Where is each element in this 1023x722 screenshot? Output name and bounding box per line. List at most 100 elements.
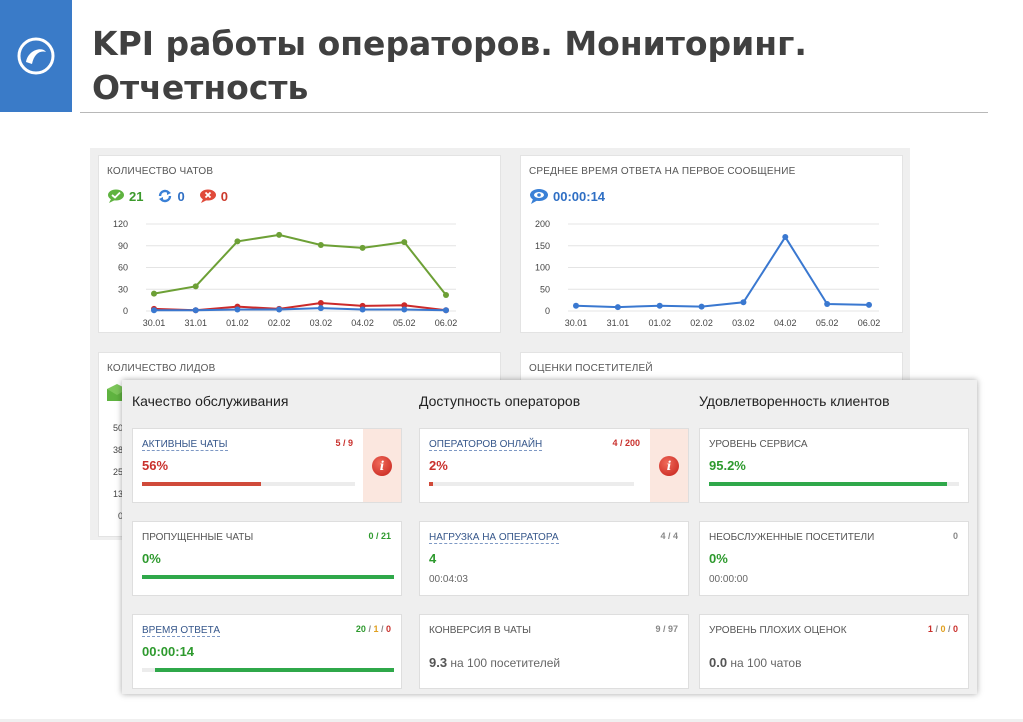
company-logo-icon [17, 37, 55, 75]
missed-chats-label: Пропущенные чаты [142, 532, 254, 543]
data-point [317, 300, 324, 307]
x-tick-label: 03.02 [310, 318, 333, 328]
chat-bubble-icon [108, 189, 124, 203]
y-tick-label: 50 [540, 284, 550, 294]
kpi-card-chat-conversion: Конверсия в чаты 9 / 97 9.3 на 100 посет… [419, 614, 689, 689]
operator-load-link[interactable]: Нагрузка на оператора [429, 532, 559, 544]
bad-ratings-count-c: 0 [952, 624, 958, 634]
alert-badge[interactable]: i [363, 429, 401, 502]
data-point [276, 231, 283, 238]
service-level-progress [709, 482, 959, 486]
missed-chat-icon [199, 189, 216, 203]
stat-transferred-chats-value: 0 [177, 188, 185, 204]
bottom-divider [0, 719, 1023, 722]
active-chats-value: 56% [142, 458, 169, 473]
chats-count-panel: Количество чатов 21 0 0 0 30 60 90 120 30.01 3… [98, 155, 501, 333]
stat-missed-chats-value: 0 [220, 188, 228, 204]
response-time-count-good: 20 [355, 624, 366, 634]
y-tick-label: 120 [113, 219, 128, 229]
kpi-panel: Качество обслуживания Доступность операт… [122, 380, 977, 694]
data-point [317, 305, 324, 312]
data-point [443, 292, 449, 299]
y-tick-label: 90 [118, 241, 128, 251]
active-chats-link[interactable]: Активные чаты [142, 439, 228, 451]
data-point [359, 244, 366, 251]
chat-conversion-unit: на 100 посетителей [450, 656, 561, 670]
bad-ratings-count-b: 0 [940, 624, 946, 634]
info-alert-icon[interactable]: i [372, 455, 392, 476]
data-point [234, 238, 241, 245]
data-point [276, 306, 283, 313]
y-tick-label: 100 [535, 263, 550, 273]
data-point [573, 302, 579, 309]
bad-ratings-label: Уровень плохих оценок [709, 625, 847, 636]
operators-online-value: 2% [429, 458, 448, 473]
page-title-line2: Отчетность [92, 68, 309, 107]
chats-stats: 21 0 0 [107, 188, 228, 204]
leads-ytick: 13 [112, 489, 123, 499]
series-line [153, 233, 447, 296]
y-tick-label: 0 [545, 306, 550, 316]
x-tick-label: 05.02 [816, 318, 839, 328]
unserved-visitors-label: Необслуженные посетители [709, 532, 875, 543]
x-tick-label: 06.02 [435, 318, 458, 328]
data-point [401, 239, 408, 246]
x-tick-label: 04.02 [351, 318, 374, 328]
data-point [151, 307, 157, 314]
leads-ytick: 0 [117, 511, 123, 521]
stat-total-chats-value: 21 [129, 188, 144, 204]
response-time-link[interactable]: Время ответа [142, 625, 221, 637]
bad-ratings-value: 0.0 [709, 655, 728, 670]
x-tick-label: 30.01 [565, 318, 588, 328]
response-time-value: 00:00:14 [142, 644, 195, 659]
leads-count-title: Количество лидов [107, 363, 216, 374]
data-point [614, 304, 621, 311]
data-point [192, 283, 199, 290]
service-level-value: 95.2% [709, 458, 746, 473]
stat-transferred-chats: 0 [157, 188, 185, 204]
data-point [656, 302, 663, 309]
response-time-count-mid: 1 [373, 624, 379, 634]
response-time-progress [142, 668, 394, 672]
response-line-chart: 0 50 100 150 200 30.01 31.01 01.02 02.02 03.02 04.… [535, 219, 880, 328]
series-line [575, 235, 870, 309]
data-point [234, 306, 241, 313]
alert-badge[interactable]: i [650, 429, 688, 502]
operators-online-count: 4 / 200 [612, 438, 640, 448]
eye-bubble-icon [530, 189, 548, 204]
refresh-icon [159, 189, 172, 203]
operators-online-link[interactable]: Операторов онлайн [429, 439, 543, 451]
missed-chats-count: 0 / 21 [368, 531, 391, 541]
stat-avg-response: 00:00:14 [529, 188, 605, 204]
kpi-column-availability: Доступность операторов [419, 393, 581, 409]
info-alert-icon[interactable]: i [659, 455, 679, 476]
x-tick-label: 04.02 [774, 318, 797, 328]
kpi-card-response-time: Время ответа 20 / 1 / 0 00:00:14 [132, 614, 402, 689]
bad-ratings-unit: на 100 чатов [730, 656, 802, 670]
data-point [698, 303, 705, 310]
chats-count-title: Количество чатов [107, 166, 214, 177]
data-point [317, 242, 324, 249]
active-chats-count: 5 / 9 [335, 438, 353, 448]
stat-missed-chats: 0 [199, 188, 228, 204]
service-level-label: Уровень сервиса [709, 439, 808, 450]
x-tick-label: 01.02 [226, 318, 249, 328]
data-point [151, 290, 157, 297]
response-time-count: 20 / 1 / 0 [355, 624, 391, 634]
operator-load-count: 4 / 4 [660, 531, 678, 541]
y-tick-label: 0 [123, 306, 128, 316]
unserved-visitors-time: 00:00:00 [709, 574, 748, 585]
leads-ytick: 50 [112, 423, 123, 433]
kpi-card-service-level: Уровень сервиса 95.2% [699, 428, 969, 503]
y-tick-label: 30 [118, 284, 128, 294]
x-tick-label: 02.02 [268, 318, 291, 328]
visitor-ratings-title: Оценки посетителей [529, 363, 653, 374]
leads-ytick: 25 [112, 467, 123, 477]
missed-chats-value: 0% [142, 551, 161, 566]
active-chats-progress [142, 482, 355, 486]
operator-load-value: 4 [429, 551, 437, 566]
kpi-card-operators-online: Операторов онлайн 4 / 200 2% i [419, 428, 689, 503]
data-point [866, 301, 872, 308]
x-tick-label: 31.01 [607, 318, 630, 328]
data-point [824, 301, 831, 308]
